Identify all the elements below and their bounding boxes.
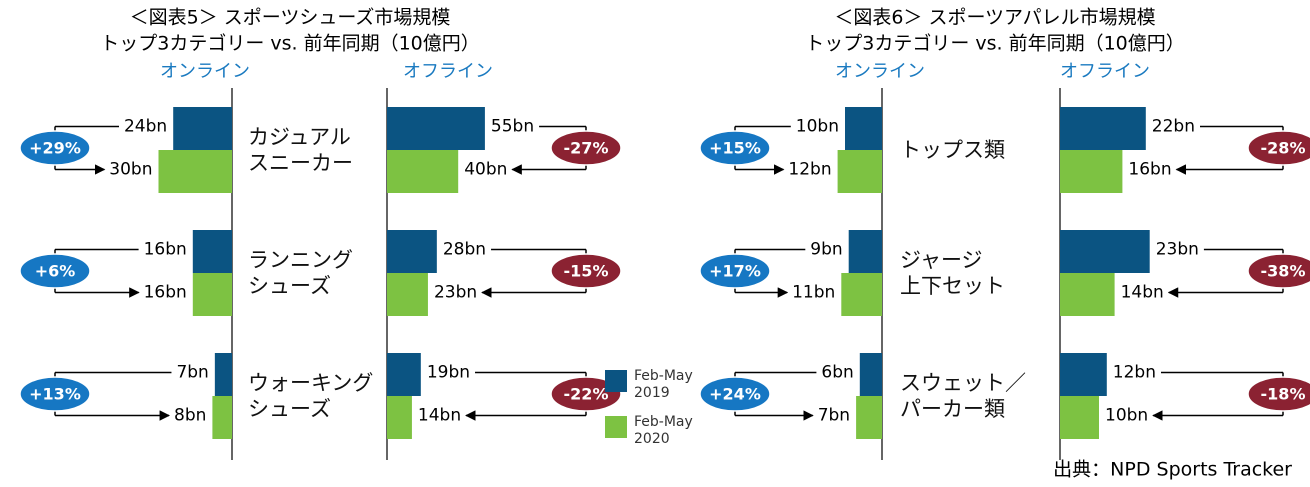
value-label: 10bn: [1105, 406, 1148, 426]
legend-swatch: [605, 416, 627, 438]
value-label: 55bn: [491, 117, 534, 137]
bar: [1060, 353, 1107, 396]
value-label: 30bn: [109, 160, 152, 180]
bar: [214, 353, 232, 396]
value-label: 19bn: [427, 363, 470, 383]
legend-swatch: [605, 370, 627, 392]
change-label: -27%: [564, 139, 609, 158]
value-label: 7bn: [818, 406, 850, 426]
change-label: -28%: [1261, 139, 1306, 158]
bar: [837, 150, 882, 193]
change-label: -22%: [564, 385, 609, 404]
bar: [387, 273, 428, 316]
category-label: ランニング シューズ: [248, 248, 353, 298]
bar: [1060, 107, 1146, 150]
value-label: 14bn: [1121, 283, 1164, 303]
source: 出典：NPD Sports Tracker: [1053, 459, 1292, 481]
change-badge: [19, 376, 91, 412]
bar: [856, 396, 882, 439]
bar: [212, 396, 232, 439]
bar: [173, 107, 232, 150]
value-label: 16bn: [144, 283, 187, 303]
legend-label: Feb-May 2019: [634, 368, 693, 401]
change-label: -18%: [1261, 385, 1306, 404]
value-label: 10bn: [796, 117, 839, 137]
value-label: 16bn: [1128, 160, 1171, 180]
value-label: 8bn: [174, 406, 206, 426]
category-label: トップス類: [900, 138, 1005, 162]
chart-subtitle: トップ3カテゴリー vs. 前年同期（10億円）: [100, 33, 480, 55]
change-label: -38%: [1261, 262, 1306, 281]
change-label: +29%: [29, 139, 81, 158]
chart-subtitle: トップ3カテゴリー vs. 前年同期（10億円）: [805, 33, 1185, 55]
bar: [1060, 273, 1115, 316]
change-badge: [19, 253, 91, 289]
change-label: +24%: [709, 385, 761, 404]
chart-title: ＜図表6＞ スポーツアパレル市場規模: [834, 7, 1155, 29]
value-label: 23bn: [1156, 240, 1199, 260]
value-label: 24bn: [124, 117, 167, 137]
change-label: +13%: [29, 385, 81, 404]
category-label: スウェット／ パーカー類: [900, 371, 1026, 421]
change-badge: [550, 130, 622, 166]
bar: [387, 230, 437, 273]
value-label: 40bn: [464, 160, 507, 180]
bar: [841, 273, 882, 316]
change-label: +15%: [709, 139, 761, 158]
change-badge: [699, 253, 771, 289]
group-header: オンライン: [835, 61, 925, 82]
bar: [859, 353, 882, 396]
value-label: 28bn: [443, 240, 486, 260]
category-label: カジュアル スニーカー: [248, 125, 353, 175]
bar: [848, 230, 882, 273]
value-label: 11bn: [792, 283, 835, 303]
bar: [387, 396, 412, 439]
change-badge: [550, 376, 622, 412]
bar: [1060, 150, 1123, 193]
value-label: 6bn: [821, 363, 853, 383]
value-label: 7bn: [176, 363, 208, 383]
bar: [387, 150, 459, 193]
value-label: 9bn: [810, 240, 842, 260]
bar: [192, 230, 232, 273]
change-badge: [1247, 130, 1310, 166]
bar: [387, 353, 421, 396]
group-header: オフライン: [403, 61, 493, 82]
category-label: ウォーキング シューズ: [248, 371, 374, 421]
change-badge: [699, 376, 771, 412]
change-badge: [19, 130, 91, 166]
value-label: 14bn: [418, 406, 461, 426]
category-label: ジャージ 上下セット: [900, 248, 1005, 298]
bar: [158, 150, 232, 193]
change-label: +6%: [35, 262, 76, 281]
group-header: オンライン: [160, 61, 250, 82]
bar: [192, 273, 232, 316]
change-badge: [1247, 253, 1310, 289]
value-label: 22bn: [1152, 117, 1195, 137]
bar: [1060, 396, 1099, 439]
legend-label: Feb-May 2020: [634, 414, 693, 447]
change-badge: [1247, 376, 1310, 412]
value-label: 12bn: [1113, 363, 1156, 383]
group-header: オフライン: [1060, 61, 1150, 82]
change-badge: [550, 253, 622, 289]
change-label: -15%: [564, 262, 609, 281]
bar: [1060, 230, 1150, 273]
bar: [387, 107, 485, 150]
value-label: 23bn: [434, 283, 477, 303]
bar: [845, 107, 882, 150]
change-badge: [699, 130, 771, 166]
chart-title: ＜図表5＞ スポーツシューズ市場規模: [130, 7, 451, 29]
value-label: 16bn: [144, 240, 187, 260]
value-label: 12bn: [788, 160, 831, 180]
change-label: +17%: [709, 262, 761, 281]
